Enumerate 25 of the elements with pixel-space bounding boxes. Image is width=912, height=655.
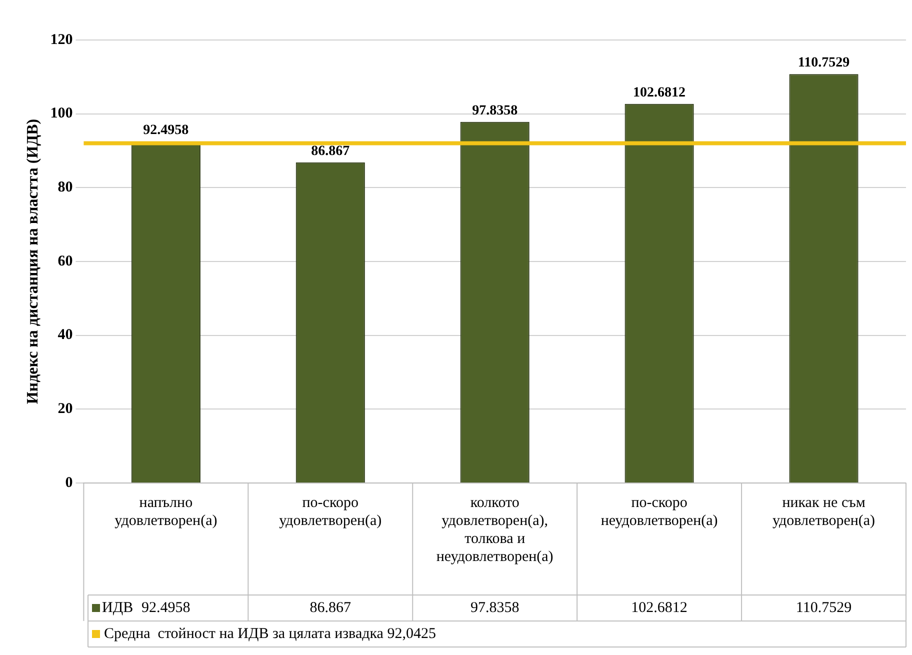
y-tick-label: 60	[58, 253, 73, 270]
data-label: 110.7529	[796, 600, 852, 616]
y-tick-label: 0	[65, 474, 73, 491]
y-tick-label: 100	[50, 106, 73, 122]
y-tick-label: 40	[58, 327, 73, 344]
x-tick-label: по-скоро удовлетворен(а)	[279, 494, 382, 529]
legend-label: ИДВ	[102, 600, 134, 616]
data-label: 102.6812	[631, 600, 688, 616]
y-axis-title: Индекс на дистанция на властта (ИДВ)	[24, 118, 42, 404]
annotation: 102.6812	[633, 86, 686, 101]
x-tick-label: напълно удовлетворен(а)	[114, 494, 218, 529]
y-tick-label: 80	[58, 180, 73, 196]
data-label: 86.867	[310, 600, 352, 616]
annotation: 86.867	[311, 144, 350, 159]
data-label: 92.4958	[142, 600, 190, 616]
data-label: 97.8358	[470, 600, 520, 616]
legend-label: Средна стойност на ИДВ за цялата извадка 92,0425	[104, 626, 436, 642]
x-tick-label: колкото удовлетворен(а), толкова и неудовлетворен(а)	[436, 494, 554, 565]
annotation: 110.7529	[798, 56, 850, 71]
y-tick-label: 120	[50, 32, 73, 48]
annotation: 97.8358	[472, 103, 518, 118]
x-tick-label: никак не съм удовлетворен(а)	[772, 494, 876, 529]
y-tick-label: 20	[58, 401, 73, 418]
x-tick-label: по-скоро неудовлетворен(а)	[600, 494, 718, 529]
annotation: 92.4958	[143, 123, 189, 138]
